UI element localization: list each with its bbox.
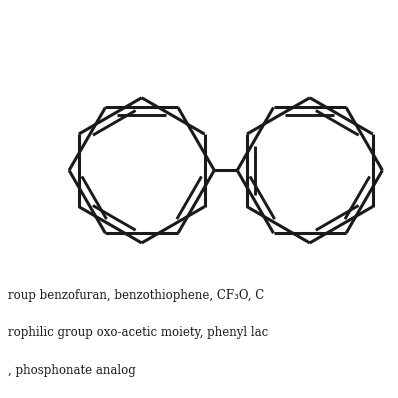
Text: , phosphonate analog: , phosphonate analog <box>8 364 136 377</box>
Text: rophilic group oxo-acetic moiety, phenyl lac: rophilic group oxo-acetic moiety, phenyl… <box>8 326 268 339</box>
Text: roup benzofuran, benzothiophene, CF₃O, C: roup benzofuran, benzothiophene, CF₃O, C <box>8 289 264 302</box>
